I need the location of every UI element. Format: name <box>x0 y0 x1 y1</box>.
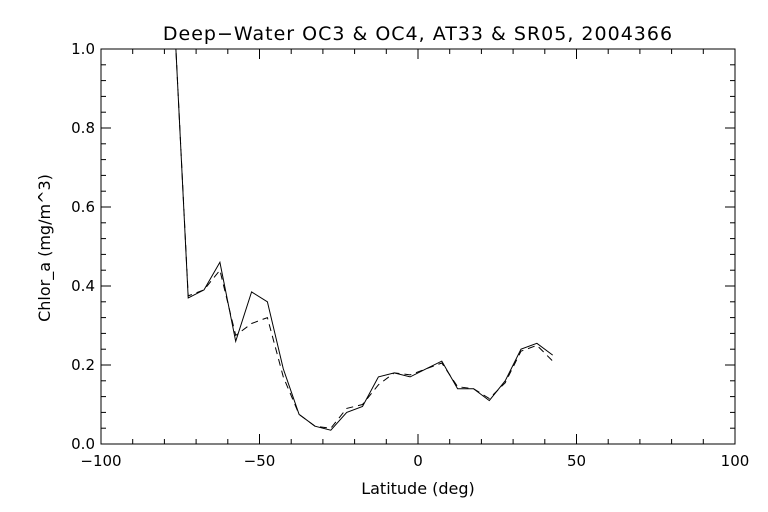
y-tick-labels: 0.0 0.2 0.4 0.6 0.8 1.0 <box>71 40 95 453</box>
y-tick-label: 0.8 <box>71 119 95 137</box>
chart-title: Deep−Water OC3 & OC4, AT33 & SR05, 20043… <box>163 23 673 45</box>
series-line-dashed <box>175 49 554 429</box>
x-tick-label: 100 <box>721 452 750 470</box>
y-tick-label: 0.4 <box>71 277 95 295</box>
y-tick-label: 0.2 <box>71 356 95 374</box>
x-tick-label: 0 <box>413 452 423 470</box>
y-tick-label: 0.6 <box>71 198 95 216</box>
x-tick-labels: −100 −50 0 50 100 <box>80 452 749 470</box>
x-axis-label: Latitude (deg) <box>361 479 475 498</box>
plot-frame <box>100 48 736 445</box>
x-tick-label: −50 <box>244 452 276 470</box>
x-tick-label: −100 <box>80 452 121 470</box>
axis-ticks <box>100 48 736 445</box>
y-tick-label: 1.0 <box>71 40 95 58</box>
series-group <box>175 49 554 431</box>
x-tick-label: 50 <box>567 452 586 470</box>
series-line-solid <box>175 49 553 431</box>
y-axis-label: Chlor_a (mg/m^3) <box>35 174 55 322</box>
y-tick-label: 0.0 <box>71 435 95 453</box>
